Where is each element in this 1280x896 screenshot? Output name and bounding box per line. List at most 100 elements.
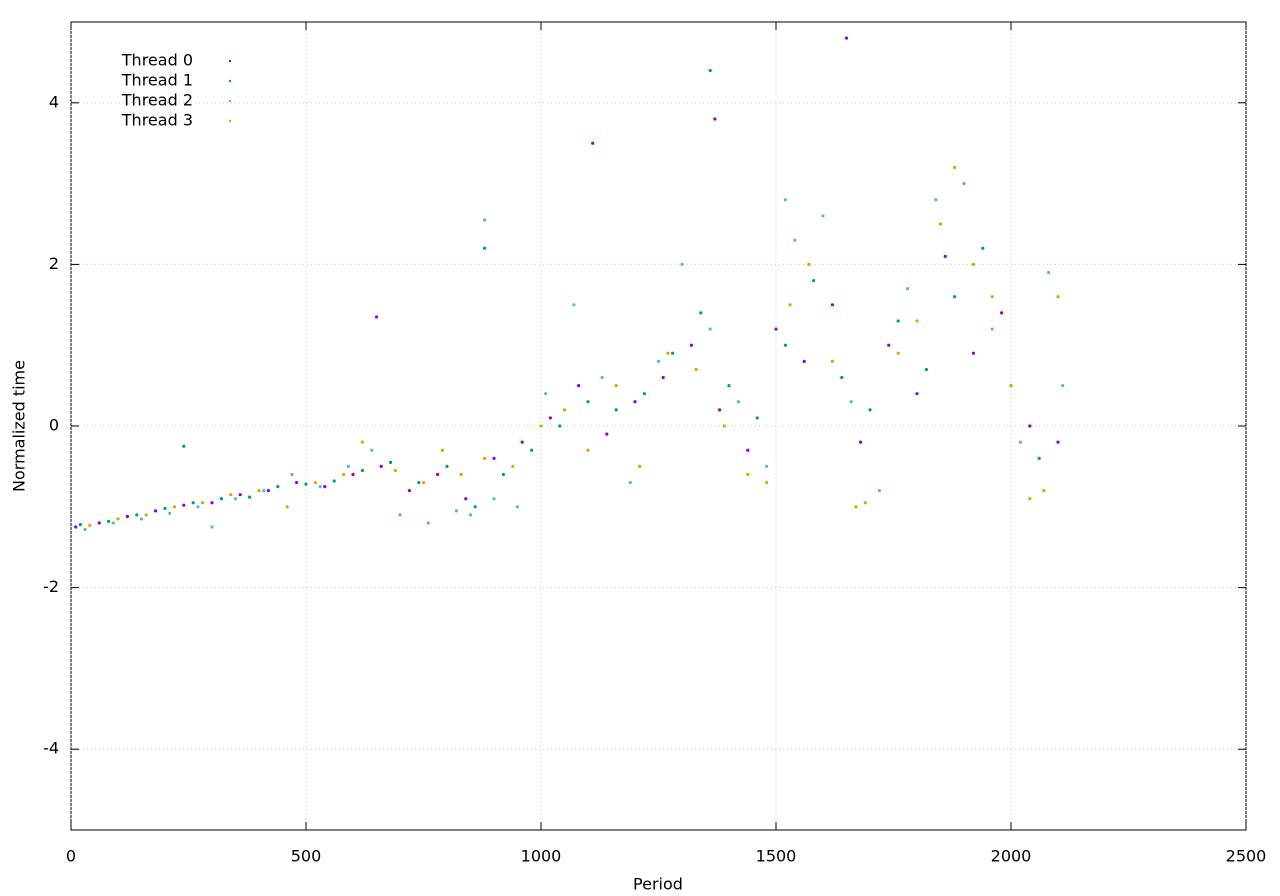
data-point (586, 400, 590, 404)
data-point (887, 343, 891, 347)
data-point (938, 222, 943, 226)
data-point (351, 472, 355, 477)
data-point (727, 384, 731, 388)
data-point (318, 485, 322, 489)
data-point (633, 400, 637, 404)
data-point (1037, 456, 1041, 460)
legend-label: Thread 1 (121, 71, 193, 90)
data-point (783, 198, 788, 202)
data-point (483, 456, 487, 460)
data-point (346, 464, 350, 468)
data-point (139, 517, 144, 521)
data-point (313, 480, 317, 485)
data-point (163, 506, 167, 511)
data-point (1042, 489, 1046, 493)
data-point (699, 311, 703, 315)
data-point (393, 468, 397, 473)
data-point (788, 303, 792, 307)
y-tick-label: 0 (49, 416, 59, 435)
data-point (774, 327, 778, 331)
data-point (248, 495, 252, 499)
data-point (840, 375, 844, 380)
data-point (332, 479, 336, 483)
data-point (290, 472, 294, 477)
x-tick-label: 2000 (991, 847, 1032, 866)
data-point (539, 424, 543, 428)
data-point (689, 343, 694, 347)
data-point (915, 392, 919, 396)
data-point (492, 497, 496, 501)
data-point (219, 497, 223, 501)
data-point (107, 519, 111, 523)
data-point (360, 468, 364, 473)
data-point (168, 511, 172, 515)
data-point (671, 351, 675, 355)
x-tick-label: 0 (66, 847, 76, 866)
data-point (285, 505, 289, 509)
data-point (708, 68, 712, 73)
x-tick-label: 1500 (756, 847, 797, 866)
data-point (694, 367, 698, 372)
data-point (812, 278, 816, 283)
legend-marker (228, 119, 232, 123)
data-point (896, 319, 900, 323)
legend-marker (228, 59, 232, 63)
data-point (849, 400, 853, 404)
x-tick-label: 1000 (521, 847, 562, 866)
data-point (642, 392, 647, 396)
x-tick-label: 2500 (1226, 847, 1267, 866)
data-point (196, 505, 200, 509)
data-point (680, 262, 684, 266)
data-point (97, 521, 101, 525)
y-tick-label: -2 (43, 577, 59, 596)
data-point (765, 464, 769, 468)
data-point (135, 513, 139, 517)
data-point (821, 214, 825, 218)
legend-marker (228, 99, 232, 103)
data-point (389, 460, 393, 464)
data-point (238, 493, 242, 497)
data-point (746, 472, 750, 477)
data-point (266, 489, 270, 493)
data-point (722, 424, 726, 428)
data-point (614, 408, 618, 412)
data-point (544, 392, 548, 396)
x-axis-label: Period (633, 875, 683, 894)
data-point (877, 489, 882, 493)
data-point (436, 472, 440, 477)
data-point (614, 384, 618, 388)
data-point (943, 254, 947, 258)
data-point (229, 493, 233, 497)
data-point (962, 182, 966, 186)
data-point (257, 489, 261, 493)
data-point (586, 448, 590, 452)
data-point (971, 262, 976, 266)
data-point (1056, 440, 1060, 444)
data-point (708, 327, 712, 331)
data-point (374, 315, 379, 319)
data-point (501, 472, 505, 477)
data-point (783, 343, 788, 347)
data-point (859, 440, 863, 444)
data-point (953, 295, 957, 299)
data-point (981, 246, 985, 250)
data-point (628, 480, 632, 485)
data-point (990, 327, 994, 331)
data-point (473, 505, 477, 509)
data-point (304, 482, 308, 486)
data-point (78, 522, 82, 527)
legend-label: Thread 0 (121, 51, 193, 70)
data-point (562, 408, 567, 412)
data-point (182, 444, 186, 448)
data-point (74, 525, 78, 529)
data-point (844, 36, 849, 40)
data-point (924, 367, 929, 372)
data-point (736, 400, 741, 404)
data-point (746, 448, 750, 452)
y-tick-label: -4 (43, 739, 59, 758)
data-point (1056, 295, 1060, 299)
data-point (530, 448, 534, 452)
data-point (591, 141, 595, 145)
data-point (572, 303, 576, 307)
